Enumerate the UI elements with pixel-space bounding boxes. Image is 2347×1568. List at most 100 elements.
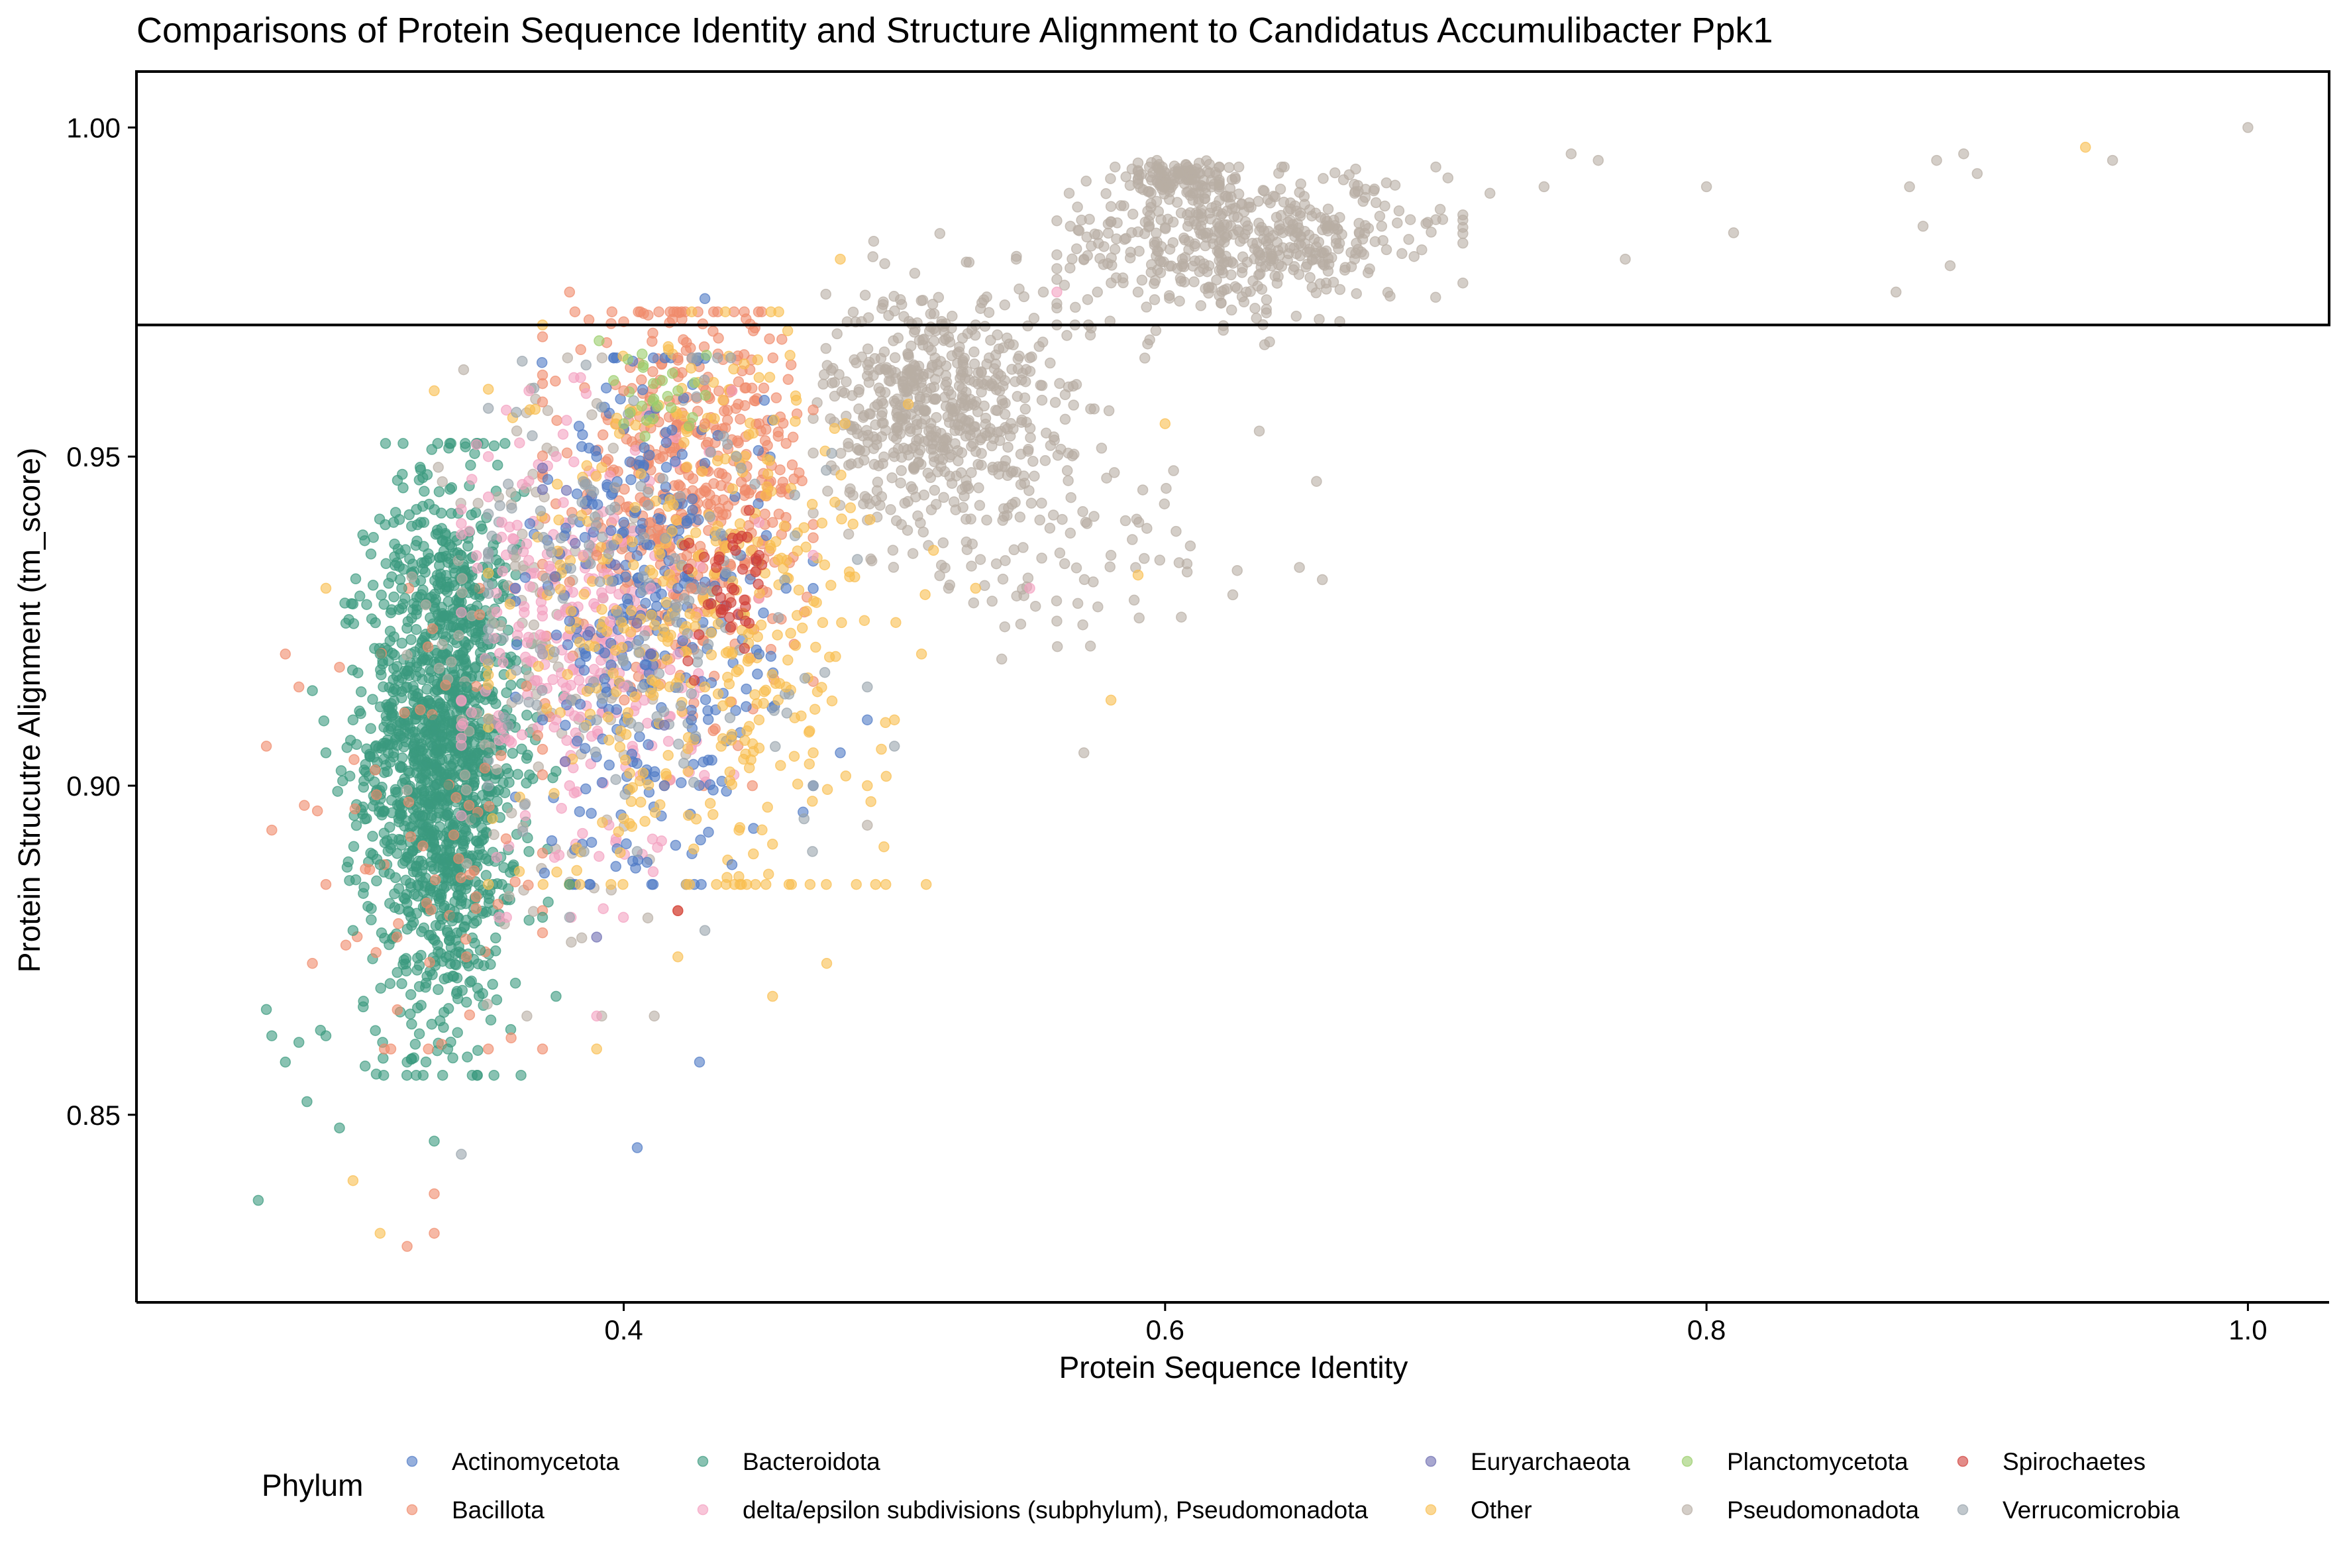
- point-actinomycetota: [686, 704, 697, 716]
- point-actinomycetota: [643, 739, 654, 751]
- point-bacillota: [733, 376, 745, 388]
- point-bacteroidota: [512, 768, 523, 780]
- point-bacteroidota: [420, 1056, 432, 1068]
- point-other: [800, 541, 811, 553]
- point-pseudomonadota: [987, 462, 998, 473]
- point-actinomycetota: [670, 839, 682, 851]
- point-pseudomonadota: [1334, 284, 1346, 295]
- point-other: [762, 468, 774, 480]
- point-pseudomonadota: [1403, 234, 1414, 245]
- point-pseudomonadota: [1339, 264, 1351, 276]
- point-bacillota: [266, 824, 278, 836]
- point-verrucomicrobia: [705, 446, 717, 458]
- legend-key-other: [1425, 1504, 1437, 1516]
- point-other: [626, 821, 638, 832]
- point-deltaepsilon: [645, 582, 656, 594]
- point-pseudomonadota: [1141, 523, 1153, 534]
- point-bacteroidota: [423, 498, 435, 510]
- point-verrucomicrobia: [580, 359, 592, 371]
- point-spirochaetes: [743, 505, 755, 516]
- point-verrucomicrobia: [691, 391, 702, 403]
- point-other: [629, 691, 641, 703]
- point-bacillota: [668, 306, 680, 317]
- y-tick-label: 1.00: [66, 112, 121, 143]
- point-pseudomonadota: [1014, 511, 1026, 523]
- point-pseudomonadota: [927, 298, 939, 310]
- point-actinomycetota: [702, 713, 714, 725]
- point-deltaepsilon: [604, 615, 616, 627]
- point-bacillota: [482, 1043, 494, 1055]
- point-planctomycetota: [665, 402, 677, 413]
- point-pseudomonadota: [985, 335, 996, 346]
- point-bacteroidota: [347, 714, 359, 725]
- point-pseudomonadota: [1273, 168, 1284, 179]
- point-bacillota: [764, 333, 775, 344]
- point-pseudomonadota: [1065, 492, 1076, 503]
- point-bacteroidota: [301, 1096, 313, 1108]
- point-actinomycetota: [560, 719, 571, 731]
- point-bacteroidota: [451, 927, 463, 939]
- point-pseudomonadota: [868, 235, 880, 247]
- point-pseudomonadota: [826, 377, 838, 389]
- point-verrucomicrobia: [690, 731, 702, 742]
- point-pseudomonadota: [1036, 394, 1048, 406]
- point-pseudomonadota: [1029, 600, 1041, 612]
- point-bacteroidota: [445, 941, 457, 953]
- point-bacillota: [470, 681, 482, 692]
- point-verrucomicrobia: [541, 572, 552, 584]
- point-pseudomonadota: [1226, 304, 1237, 316]
- point-pseudomonadota: [1048, 431, 1060, 443]
- point-actinomycetota: [646, 878, 658, 890]
- point-bacteroidota: [415, 949, 427, 961]
- point-verrucomicrobia: [718, 431, 729, 442]
- point-other: [617, 878, 629, 890]
- point-verrucomicrobia: [686, 352, 698, 364]
- point-other: [613, 826, 625, 837]
- point-bacteroidota: [503, 768, 515, 779]
- point-pseudomonadota: [825, 413, 836, 425]
- point-deltaepsilon: [456, 732, 467, 744]
- point-pseudomonadota: [1119, 234, 1130, 245]
- point-bacteroidota: [423, 672, 435, 684]
- point-bacillota: [422, 641, 434, 653]
- point-pseudomonadota: [940, 360, 952, 372]
- point-planctomycetota: [637, 362, 649, 373]
- point-pseudomonadota: [934, 228, 946, 239]
- legend-key-euryarchaeota: [1425, 1455, 1437, 1467]
- point-pseudomonadota: [1277, 242, 1288, 254]
- point-other: [605, 878, 617, 890]
- point-other: [646, 609, 657, 621]
- point-other: [596, 603, 607, 615]
- point-bacteroidota: [344, 770, 356, 782]
- point-bacteroidota: [364, 749, 376, 760]
- point-actinomycetota: [519, 572, 531, 583]
- point-pseudomonadota: [954, 341, 965, 352]
- point-pseudomonadota: [1022, 445, 1034, 457]
- point-pseudomonadota: [847, 306, 859, 318]
- point-pseudomonadota: [862, 343, 874, 354]
- legend-label-spirochaetes: Spirochaetes: [2003, 1448, 2146, 1475]
- point-euryarchaeota: [570, 538, 581, 549]
- point-pseudomonadota: [491, 764, 503, 775]
- point-other: [839, 418, 851, 429]
- point-pseudomonadota: [1392, 217, 1403, 229]
- legend-key-bacillota: [406, 1504, 418, 1516]
- point-pseudomonadota: [1306, 282, 1318, 293]
- point-deltaepsilon: [578, 550, 589, 561]
- point-bacteroidota: [380, 438, 391, 449]
- point-pseudomonadota: [1076, 214, 1087, 226]
- point-other: [755, 619, 767, 631]
- point-deltaepsilon: [471, 439, 482, 450]
- point-actinomycetota: [707, 784, 719, 796]
- point-pseudomonadota: [876, 491, 888, 502]
- point-pseudomonadota: [1360, 183, 1371, 195]
- point-pseudomonadota: [978, 379, 990, 390]
- point-bacteroidota: [390, 560, 401, 571]
- point-bacillota: [334, 661, 345, 673]
- point-bacteroidota: [355, 686, 367, 698]
- point-pseudomonadota: [951, 470, 962, 482]
- point-actinomycetota: [631, 758, 643, 769]
- point-actinomycetota: [603, 759, 615, 771]
- point-bacillota: [605, 318, 617, 329]
